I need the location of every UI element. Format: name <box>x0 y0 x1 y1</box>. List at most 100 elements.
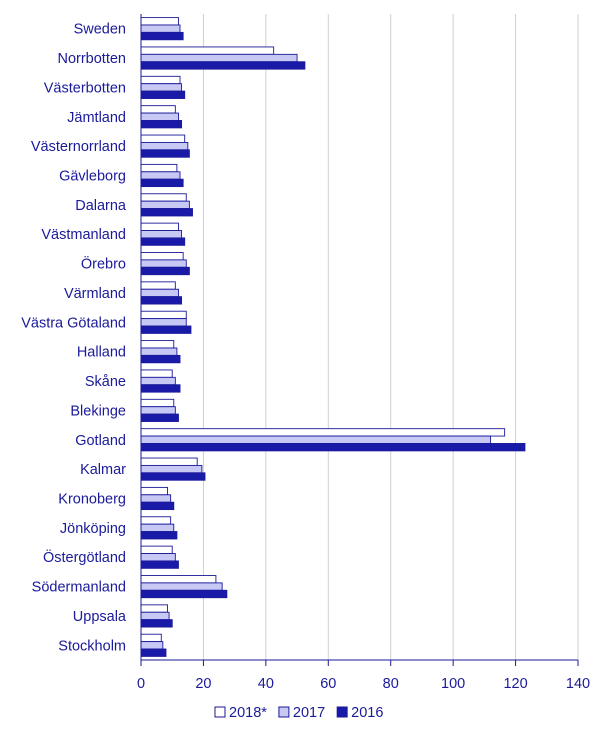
bar-2016-12 <box>140 384 181 393</box>
bar-2017-6 <box>140 200 190 210</box>
bar-2016-16 <box>140 501 175 511</box>
category-label: Uppsala <box>73 609 127 625</box>
category-label: Västernorrland <box>31 139 126 155</box>
category-label: Örebro <box>81 255 126 273</box>
bar-2018-14 <box>140 428 506 437</box>
bar-2018-5 <box>140 163 178 173</box>
tick-labels: 0 20 40 60 80 100 120 140 <box>137 676 590 692</box>
bar-2018-12 <box>140 369 173 378</box>
category-label: Västerbotten <box>44 80 126 96</box>
bar-2016-6 <box>140 208 193 217</box>
bar-2018-19 <box>140 575 217 584</box>
bar-2017-19 <box>140 582 223 591</box>
bar-2016-18 <box>140 560 179 569</box>
legend-swatch <box>214 706 226 718</box>
bar-2017-17 <box>140 523 175 533</box>
x-tick-label: 120 <box>503 676 527 692</box>
bar-2017-10 <box>140 318 187 327</box>
bar-2017-3 <box>140 112 179 121</box>
legend-swatch <box>336 706 348 718</box>
category-label: Norrbotten <box>57 51 126 67</box>
bar-2016-3 <box>140 120 183 129</box>
category-label: Halland <box>77 345 126 361</box>
bar-2017-21 <box>140 641 164 650</box>
bar-2017-5 <box>140 171 181 180</box>
legend-item: 2017 <box>278 705 325 721</box>
bar-2017-14 <box>140 435 492 444</box>
bar-2016-17 <box>140 531 178 540</box>
category-label: Värmland <box>64 286 126 302</box>
bar-2017-13 <box>140 406 176 415</box>
bar-2016-11 <box>140 354 181 364</box>
bar-2017-2 <box>140 83 183 92</box>
bar-2018-20 <box>140 604 168 613</box>
bar-2016-1 <box>140 61 306 70</box>
category-label: Skåne <box>85 374 126 390</box>
x-tick-label: 100 <box>441 676 465 692</box>
bar-2018-3 <box>140 105 176 114</box>
bar-2016-9 <box>140 296 183 305</box>
bar-2017-1 <box>140 53 298 63</box>
grid-lines <box>202 14 579 660</box>
legend-item: 2016 <box>336 705 383 721</box>
bar-2016-4 <box>140 149 190 158</box>
legend-swatch <box>278 706 290 718</box>
category-label: Blekinge <box>70 403 126 419</box>
bar-2016-21 <box>140 648 167 657</box>
category-label: Östergötland <box>43 548 126 566</box>
bar-2017-16 <box>140 494 172 503</box>
category-label: Dalarna <box>75 198 127 214</box>
bar-2016-20 <box>140 619 173 628</box>
bar-2017-8 <box>140 259 187 268</box>
bar-2017-4 <box>140 141 189 151</box>
bar-2016-0 <box>140 31 184 41</box>
bar-2017-18 <box>140 553 176 562</box>
bar-2018-18 <box>140 545 173 554</box>
category-label: Stockholm <box>58 638 126 654</box>
bar-2016-14 <box>140 443 526 452</box>
bar-2017-9 <box>140 288 179 298</box>
bar-2017-12 <box>140 376 176 386</box>
bar-2016-5 <box>140 178 184 188</box>
bar-2016-7 <box>140 237 186 246</box>
bar-2018-17 <box>140 516 172 525</box>
bar-2017-15 <box>140 464 203 474</box>
legend-label: 2016 <box>351 705 383 721</box>
category-label: Kronoberg <box>58 492 126 508</box>
x-tick-label: 60 <box>320 676 336 692</box>
legend-label: 2017 <box>293 705 325 721</box>
bar-2018-13 <box>140 398 175 408</box>
legend: 2018* 2017 2016 <box>214 705 383 721</box>
bar-2016-10 <box>140 325 192 334</box>
bar-2018-0 <box>140 17 179 26</box>
bar-2018-11 <box>140 340 175 349</box>
bar-2017-0 <box>140 24 181 33</box>
bar-2018-8 <box>140 252 184 261</box>
category-labels: Sweden Norrbotten Västerbotten Jämtland Väst… <box>21 22 127 655</box>
bar-2018-9 <box>140 281 176 290</box>
category-label: Sweden <box>74 22 126 38</box>
bar-2018-16 <box>140 486 168 496</box>
x-tick-label: 0 <box>137 676 145 692</box>
bar-2018-2 <box>140 75 181 85</box>
bar-2018-6 <box>140 193 187 202</box>
bar-2017-20 <box>140 611 170 621</box>
bar-2016-13 <box>140 413 179 422</box>
bar-2016-2 <box>140 90 186 99</box>
bar-2016-8 <box>140 266 190 276</box>
x-tick-label: 140 <box>566 676 590 692</box>
category-label: Södermanland <box>32 580 126 596</box>
category-label: Kalmar <box>80 462 126 478</box>
bar-2017-7 <box>140 230 183 239</box>
bar-2018-15 <box>140 457 198 466</box>
category-label: Jämtland <box>67 110 126 126</box>
bar-2018-4 <box>140 134 186 143</box>
category-label: Västmanland <box>41 227 126 243</box>
x-tick-label: 80 <box>383 676 399 692</box>
bar-2018-21 <box>140 633 162 643</box>
legend-item: 2018* <box>214 705 267 721</box>
bar-2018-10 <box>140 310 187 320</box>
category-label: Gävleborg <box>59 169 126 185</box>
category-label: Gotland <box>75 433 126 449</box>
